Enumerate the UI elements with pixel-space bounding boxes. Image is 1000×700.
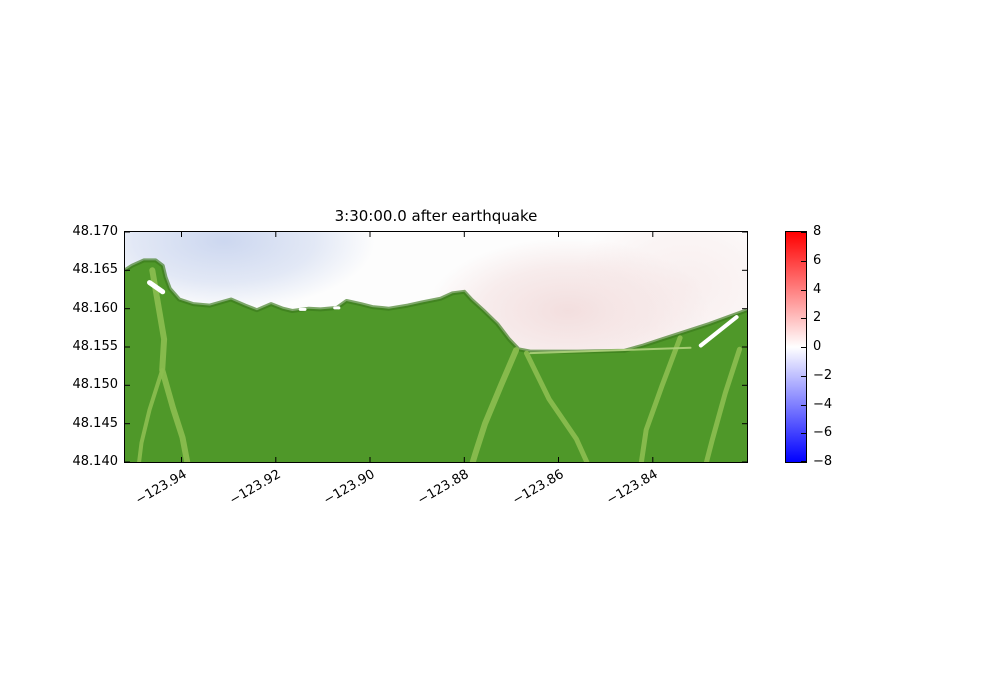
valley-streak: [469, 347, 520, 462]
x-tick-label: −123.86: [509, 467, 566, 509]
colorbar-tick-mark: [801, 290, 806, 291]
colorbar-tick-mark: [801, 232, 806, 233]
colorbar-tick-label: 0: [813, 339, 822, 354]
colorbar-tick-mark: [801, 405, 806, 406]
x-tick-label: −123.94: [132, 467, 190, 509]
colorbar-tick-mark: [801, 376, 806, 377]
y-tick-label: 48.140: [72, 454, 119, 469]
water-anomaly: [125, 232, 375, 311]
colorbar-tick-label: −2: [813, 367, 833, 383]
colorbar-tick-mark: [801, 318, 806, 319]
y-tick-label: 48.155: [72, 339, 119, 354]
y-tick-label: 48.160: [72, 300, 119, 316]
x-tick-label: −123.88: [415, 467, 472, 509]
colorbar-tick-mark: [801, 461, 806, 462]
map-svg: [125, 232, 747, 462]
x-tick-label: −123.90: [321, 467, 378, 509]
colorbar-tick-label: −8: [813, 454, 833, 469]
y-tick-label: 48.145: [72, 415, 119, 431]
no-data-patch: [147, 280, 166, 295]
plot-area: [124, 231, 748, 463]
colorbar-tick-label: 6: [813, 252, 822, 268]
x-tick-label: −123.92: [226, 467, 284, 509]
land-polygon: [125, 260, 747, 462]
y-tick-label: 48.150: [72, 377, 119, 393]
y-tick-label: 48.170: [72, 224, 119, 239]
colorbar-tick-label: −6: [813, 425, 833, 441]
colorbar-tick-mark: [801, 433, 806, 434]
colorbar: [785, 231, 807, 463]
valley-streak: [529, 346, 692, 355]
valley-streak: [704, 346, 742, 462]
no-data-patch: [698, 315, 739, 348]
valley-streak: [638, 335, 683, 462]
colorbar-tick-label: −4: [813, 396, 833, 412]
valley-streak: [137, 368, 165, 462]
colorbar-tick-label: 2: [813, 310, 822, 326]
y-tick-label: 48.165: [72, 262, 119, 278]
plot-title: 3:30:00.0 after earthquake: [334, 207, 538, 225]
colorbar-tick-mark: [801, 347, 806, 348]
colorbar-tick-mark: [801, 261, 806, 262]
colorbar-tick-label: 8: [813, 224, 822, 239]
colorbar-tick-label: 4: [813, 281, 822, 297]
valley-streak: [524, 350, 590, 462]
x-tick-label: −123.84: [603, 467, 661, 509]
